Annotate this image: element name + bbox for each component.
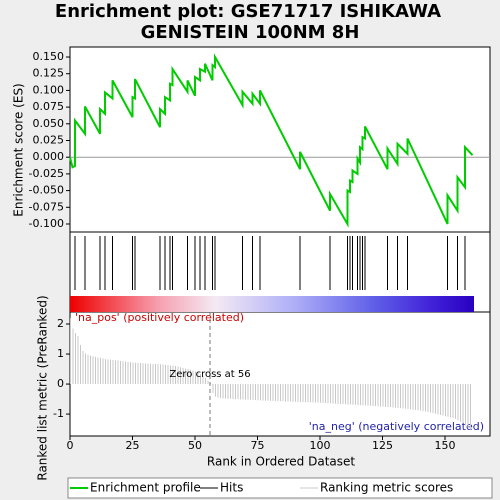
y-tick-label: -0.075 <box>29 200 64 213</box>
metric-y-tick-label: -1 <box>53 407 64 420</box>
pos-label: 'na_pos' (positively correlated) <box>75 311 244 324</box>
x-tick-label: 75 <box>251 439 265 452</box>
y-tick-label: 0.100 <box>33 83 65 96</box>
legend-label: Hits <box>220 481 243 495</box>
enrichment-profile <box>69 53 474 228</box>
legend <box>67 477 493 499</box>
x-tick-label: 125 <box>372 439 393 452</box>
x-tick-label: 0 <box>67 439 74 452</box>
y-tick-label: 0.000 <box>33 150 65 163</box>
metric-y-tick-label: 1 <box>57 347 64 360</box>
x-tick-label: 25 <box>126 439 140 452</box>
metric-y-tick-label: 0 <box>57 377 64 390</box>
y-axis-label: Enrichment score (ES) <box>12 83 26 216</box>
y-tick-label: -0.100 <box>29 217 64 230</box>
x-tick-label: 50 <box>188 439 202 452</box>
metric-axis-label: Ranked list metric (PreRanked) <box>36 295 50 480</box>
rank-heatmap <box>70 296 474 312</box>
y-tick-label: 0.025 <box>33 134 65 147</box>
neg-label: 'na_neg' (negatively correlated) <box>309 420 484 433</box>
y-tick-label: 0.050 <box>33 117 65 130</box>
x-tick-label: 100 <box>310 439 331 452</box>
chart-title: Enrichment plot: GSE71717 ISHIKAWA <box>55 1 441 22</box>
y-tick-label: -0.025 <box>29 167 64 180</box>
y-tick-label: 0.150 <box>33 50 65 63</box>
y-tick-label: 0.125 <box>33 67 65 80</box>
zero-cross-label: Zero cross at 56 <box>169 369 250 380</box>
y-tick-label: -0.050 <box>29 184 64 197</box>
es-panel <box>69 46 491 233</box>
metric-y-tick-label: 2 <box>57 317 64 330</box>
x-tick-label: 150 <box>435 439 456 452</box>
x-axis-label: Rank in Ordered Dataset <box>207 455 355 469</box>
legend-label: Enrichment profile <box>90 481 201 495</box>
y-tick-label: 0.075 <box>33 100 65 113</box>
legend-label: Ranking metric scores <box>320 481 453 495</box>
chart-title: GENISTEIN 100NM 8H <box>141 22 360 43</box>
